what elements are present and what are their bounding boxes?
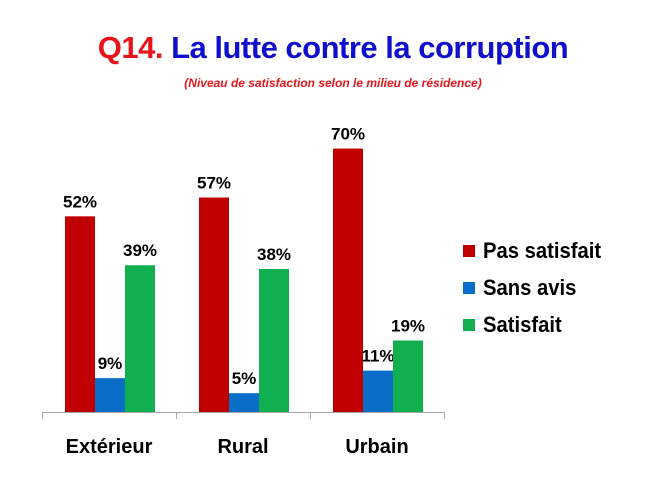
title-main: La lutte contre la corruption [162, 30, 569, 65]
legend-item-pas-satisfait: Pas satisfait [463, 232, 611, 269]
category-label: Extérieur [66, 436, 153, 458]
bar-satisfait-1 [259, 269, 289, 412]
data-label: 39% [123, 241, 157, 260]
chart-subtitle: (Niveau de satisfaction selon le milieu … [184, 76, 482, 90]
data-label: 5% [232, 369, 257, 388]
data-label: 19% [391, 317, 425, 336]
legend-swatch [463, 244, 475, 257]
data-label: 9% [98, 354, 123, 373]
bar-pas-satisfait-1 [199, 197, 229, 412]
chart-title: Q14. La lutte contre la corruption [0, 30, 666, 66]
bar-sans-avis-1 [229, 393, 259, 412]
category-label: Urbain [345, 436, 408, 458]
legend-label: Satisfait [483, 311, 562, 337]
legend-item-sans-avis: Sans avis [463, 269, 611, 306]
data-label: 70% [331, 125, 365, 144]
legend-swatch [463, 281, 475, 294]
data-label: 11% [361, 347, 394, 366]
legend-label: Pas satisfait [483, 237, 602, 263]
legend-label: Sans avis [483, 274, 577, 300]
data-label: 52% [63, 192, 97, 211]
title-prefix: Q14. [97, 30, 164, 65]
category-label: Rural [217, 436, 268, 458]
bar-satisfait-2 [393, 340, 423, 412]
bar-satisfait-0 [125, 265, 155, 412]
bar-sans-avis-2 [363, 370, 393, 412]
legend-swatch [463, 318, 475, 331]
bar-pas-satisfait-0 [65, 216, 95, 412]
data-label: 57% [197, 174, 231, 193]
bar-sans-avis-0 [95, 378, 125, 412]
legend: Pas satisfait Sans avis Satisfait [463, 232, 611, 343]
bar-pas-satisfait-2 [333, 148, 363, 412]
data-label: 38% [257, 245, 291, 264]
legend-item-satisfait: Satisfait [463, 306, 611, 343]
